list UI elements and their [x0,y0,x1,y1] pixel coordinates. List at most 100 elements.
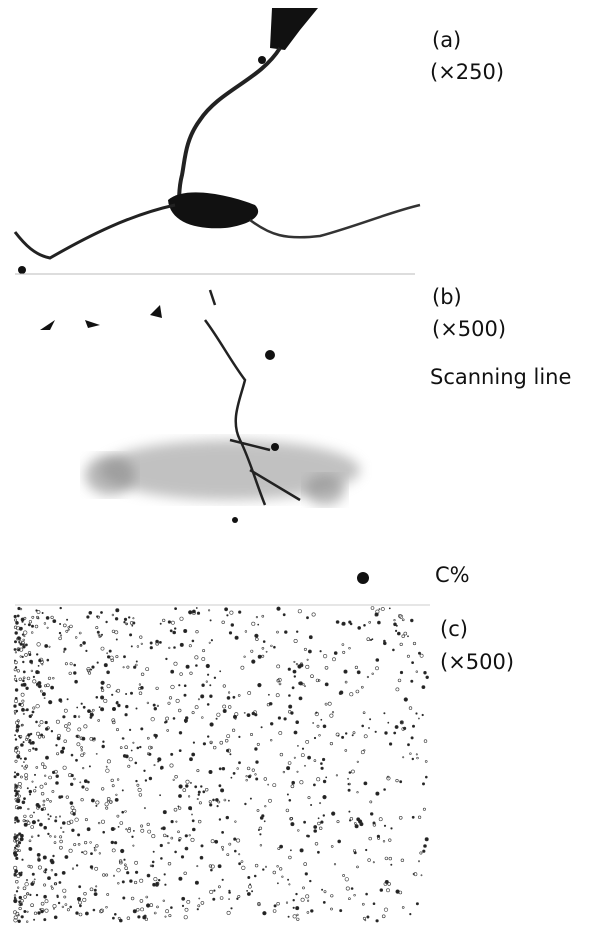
speckle [311,675,314,678]
speckle [107,801,108,802]
speckle [161,828,163,830]
speckle [176,821,177,822]
speckle [175,775,178,778]
speckle [175,851,177,853]
speckle [233,696,235,698]
speckle [301,898,304,901]
speckle [20,758,21,759]
panel-a-image [8,2,420,274]
speckle [190,672,193,675]
speckle [206,664,210,668]
speckle [207,674,209,676]
speckle [417,757,419,759]
speckle [133,666,136,669]
panel-a-frame [8,2,420,274]
speckle [404,698,408,702]
speckle [238,895,240,897]
speckle [321,889,322,890]
speckle [17,755,20,758]
speckle [154,707,157,710]
speckle [368,859,371,862]
speckle [179,785,183,789]
speckle [244,656,246,658]
speckle [36,721,38,723]
speckle [97,662,99,664]
speckle [24,774,27,777]
speckle [252,660,256,664]
speckle [317,725,319,727]
speckle [420,654,423,657]
speckle [422,686,425,689]
speckle [28,624,30,626]
speckle [19,806,21,808]
speckle [157,705,159,707]
speckle [199,802,201,804]
speckle [50,835,52,837]
speckle [310,910,313,913]
speckle [52,790,54,792]
speckle [318,818,319,819]
speckle [255,864,258,867]
speckle [171,837,173,839]
speckle [33,812,34,813]
speckle [402,906,404,908]
speckle [418,861,419,862]
speckle [189,645,191,647]
speckle [349,772,351,774]
speckle [165,884,167,886]
speckle [404,632,407,635]
speckle [189,835,191,837]
panel-label: (b) [432,285,462,309]
speckle [79,913,82,916]
speckle [345,749,347,751]
speckle [75,680,78,683]
speckle [106,621,108,623]
speckle [296,663,298,665]
speckle [69,849,72,852]
speckle [102,745,105,748]
speckle [94,893,97,896]
speckle [14,705,17,708]
speckle [330,742,333,745]
speckle [19,678,22,681]
speckle [325,683,328,686]
speckle [146,904,150,908]
speckle [67,728,71,732]
speckle [201,695,204,698]
speckle [21,693,24,696]
speckle [385,857,388,860]
speckle [171,670,174,673]
speckle [182,897,185,900]
speckle [424,740,427,743]
speckle [43,800,45,802]
speckle [26,710,27,711]
speckle [133,830,134,831]
speckle [15,675,16,676]
speckle [153,851,154,852]
speckle [116,728,118,730]
speckle [103,831,105,833]
speckle [62,906,64,908]
speckle [321,821,324,824]
speckle [424,671,427,674]
speckle [117,815,119,817]
speckle [74,778,76,780]
speckle [173,779,175,781]
speckle [70,783,73,786]
speckle [391,828,393,830]
speckle [210,869,212,871]
speckle [388,722,389,723]
speckle [326,777,327,778]
speckle [214,890,216,892]
speckle [111,694,113,696]
speckle [407,636,408,637]
speckle [230,754,231,755]
speckle [321,719,322,720]
speckle [39,725,41,727]
speckle [95,867,98,870]
speckle [258,683,262,687]
speckle [384,789,386,791]
speckle [210,685,211,686]
speckle [251,650,253,652]
speckle [94,847,95,848]
